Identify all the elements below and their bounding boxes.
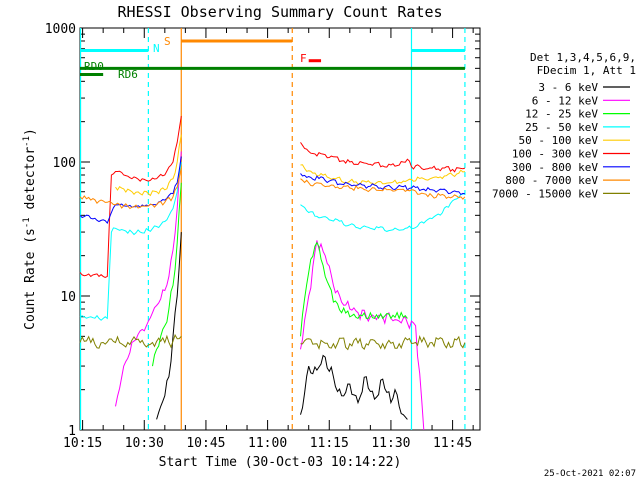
y-axis-label: Count Rate (s-1 detector-1) (22, 128, 38, 330)
x-tick-label: 11:00 (248, 436, 287, 451)
x-axis: 10:15 10:30 10:45 11:00 11:15 11:30 11:45 (63, 28, 474, 451)
x-tick-label: 10:15 (63, 436, 102, 451)
legend-entry-label: 6 - 12 keV (532, 94, 599, 107)
legend-entry-label: 800 - 7000 keV (505, 174, 598, 187)
timestamp: 25-Oct-2021 02:07 (544, 469, 636, 479)
x-tick-label: 11:15 (310, 436, 349, 451)
flag-label-s: S (164, 35, 171, 48)
x-tick-label: 11:45 (433, 436, 472, 451)
series-line (115, 151, 182, 407)
plot-frame (79, 27, 481, 431)
y-axis-label-sup1: -1 (22, 217, 32, 228)
series-group (79, 116, 466, 431)
legend-entry-label: 300 - 800 keV (512, 161, 598, 174)
series-line (300, 354, 408, 420)
series-line (300, 240, 425, 431)
x-tick-label: 11:30 (371, 436, 410, 451)
vertical-markers (79, 28, 466, 430)
y-axis-label-mid: detector (23, 147, 38, 218)
legend-entry-label: 7000 - 15000 keV (492, 187, 598, 200)
legend: Det 1,3,4,5,6,9,FDecim 1, Att 1 3 - 6 keV… (492, 51, 636, 200)
y-tick-label: 1 (68, 424, 76, 439)
legend-entry-label: 25 - 50 keV (525, 121, 598, 134)
series-line (300, 178, 466, 200)
y-tick-label: 1000 (45, 22, 76, 37)
series-line (300, 241, 408, 337)
series-line (300, 334, 466, 351)
series-line (152, 182, 182, 367)
legend-header: FDecim 1, Att 1 (537, 64, 636, 77)
legend-header: Det 1,3,4,5,6,9, (530, 51, 636, 64)
x-tick-label: 10:30 (125, 436, 164, 451)
flag-label-rd0: RD0 (84, 60, 104, 73)
legend-entry-label: 100 - 300 keV (512, 148, 598, 161)
y-axis-label-end: ) (23, 128, 38, 136)
x-axis-label: Start Time (30-Oct-03 10:14:22) (159, 455, 402, 470)
series-line (79, 161, 182, 321)
series-line (79, 333, 182, 349)
chart-title: RHESSI Observing Summary Count Rates (117, 3, 442, 21)
series-line (300, 173, 465, 196)
x-tick-label: 10:45 (186, 436, 225, 451)
series-line (300, 164, 466, 186)
y-axis-label-main: Count Rate (s (23, 228, 38, 330)
series-line (300, 142, 466, 173)
y-tick-label: 100 (53, 156, 76, 171)
series-line (79, 167, 182, 210)
flag-label-rd6: RD6 (118, 68, 138, 81)
series-line (156, 232, 182, 420)
series-line (115, 134, 182, 197)
series-line (300, 193, 465, 232)
legend-entry-label: 50 - 100 keV (519, 134, 599, 147)
y-tick-label: 10 (60, 290, 76, 305)
flag-lines (80, 39, 465, 76)
legend-entry-label: 3 - 6 keV (538, 81, 598, 94)
legend-entry-label: 12 - 25 keV (525, 108, 598, 121)
series-line (79, 116, 182, 278)
series-line (79, 156, 182, 225)
y-axis: 1 10 100 1000 (45, 22, 480, 439)
flag-label-n: N (153, 42, 160, 55)
y-axis-label-sup2: -1 (22, 136, 32, 147)
flag-label-f: F (300, 52, 307, 65)
